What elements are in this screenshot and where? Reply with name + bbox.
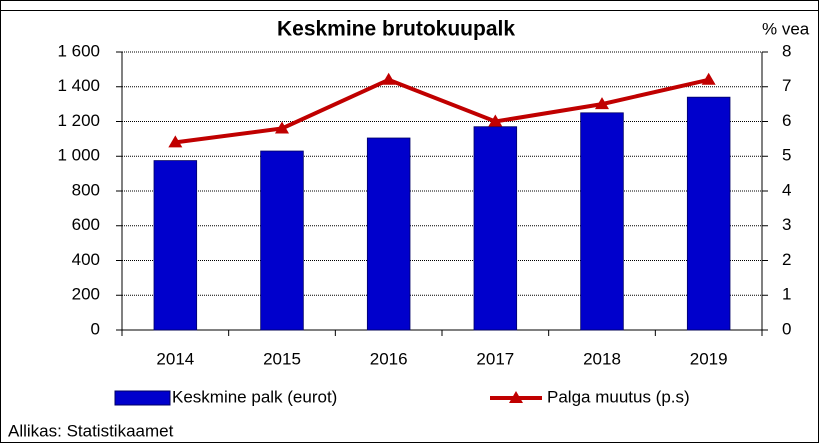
x-tick-label: 2015 <box>263 349 301 368</box>
legend-marker <box>509 391 523 403</box>
y-tick-label: 800 <box>72 180 100 199</box>
bar <box>260 150 304 331</box>
marker <box>595 97 609 110</box>
marker <box>168 135 183 148</box>
bar <box>473 126 518 331</box>
y2-tick-label: 1 <box>782 285 791 304</box>
y-tick-label: 1 600 <box>57 41 100 60</box>
y-tick-label: 200 <box>72 285 100 304</box>
x-tick-label: 2016 <box>370 349 408 368</box>
y2-tick-label: 0 <box>782 319 791 338</box>
marker <box>381 72 396 85</box>
y2-tick-label: 7 <box>782 76 791 95</box>
x-tick-label: 2017 <box>476 349 514 368</box>
y-tick-label: 400 <box>72 250 100 269</box>
x-tick-label: 2014 <box>156 349 194 368</box>
y2-tick-label: 4 <box>782 180 791 199</box>
bar <box>580 112 624 331</box>
y2-tick-label: 3 <box>782 215 791 234</box>
y-tick-label: 1 200 <box>57 111 100 130</box>
x-tick-label: 2019 <box>690 349 728 368</box>
y-tick-label: 600 <box>72 215 100 234</box>
y2-tick-label: 5 <box>782 146 791 165</box>
bar <box>686 96 731 331</box>
line <box>175 77 710 145</box>
y2-tick-label: 6 <box>782 111 791 130</box>
marker <box>488 114 503 127</box>
y-tick-label: 1 000 <box>57 146 100 165</box>
chart-title: Keskmine brutokuupalk <box>277 18 515 41</box>
marker <box>701 72 716 85</box>
bar <box>153 160 198 331</box>
x-tick-label: 2018 <box>583 349 621 368</box>
marker <box>275 121 289 134</box>
legend-swatch <box>114 390 171 406</box>
y2-tick-label: 8 <box>782 41 791 60</box>
legend-label: Keskmine palk (eurot) <box>172 387 337 406</box>
y-tick-label: 1 400 <box>57 76 100 95</box>
y2-axis-label: % vea <box>762 19 810 38</box>
y2-tick-label: 2 <box>782 250 791 269</box>
source: Allikas: Statistikaamet <box>8 421 174 440</box>
y-tick-label: 0 <box>91 319 100 338</box>
bar <box>366 137 411 331</box>
legend-label: Palga muutus (p.s) <box>547 387 690 406</box>
